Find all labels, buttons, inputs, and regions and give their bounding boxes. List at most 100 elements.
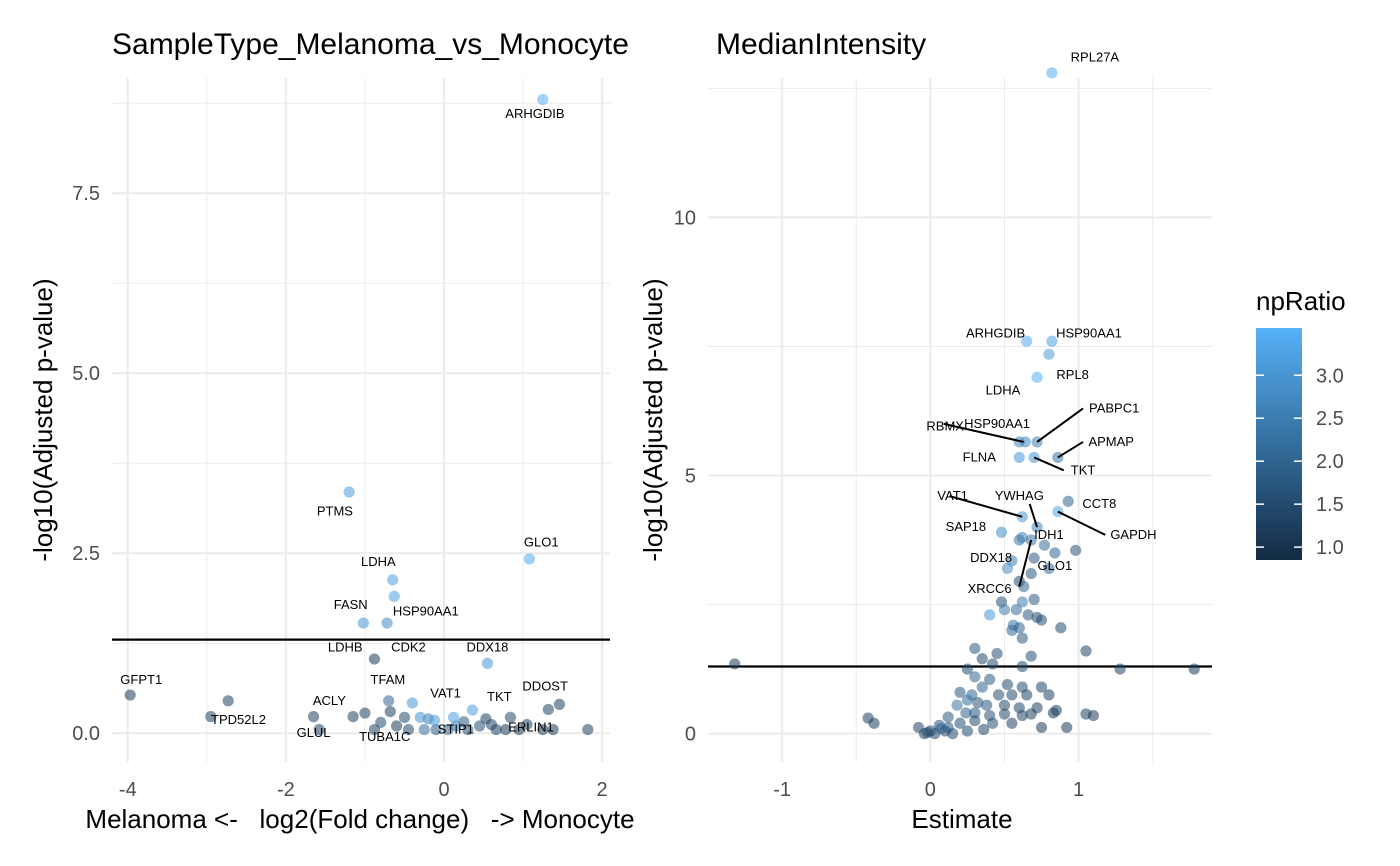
data-point [1070,544,1082,556]
gene-label: PTMS [317,503,353,518]
gene-label: FLNA [963,449,997,464]
data-point [481,657,494,669]
gene-label: ARHGDIB [505,106,564,121]
data-point [447,711,460,723]
gene-label: RPL8 [1056,367,1089,382]
data-point [359,707,371,719]
data-point [485,718,498,731]
data-point [992,689,1005,701]
data-point [987,717,999,729]
data-point [1006,624,1018,636]
data-point [428,714,441,726]
right-panel-title: MedianIntensity [716,28,926,61]
data-point [976,681,988,693]
data-point [500,724,512,736]
data-point [1016,709,1028,722]
gene-label: STIP1 [438,722,474,737]
data-point [375,716,387,729]
gene-label: TPD52L2 [211,712,266,727]
label-callout-line [1057,510,1106,536]
gene-label: ERLIN1 [508,719,554,734]
gene-label: TUBA1C [359,729,410,744]
x-tick-label: -2 [277,779,295,801]
gene-label: YWHAG [995,488,1044,503]
data-point [1025,708,1037,720]
data-point [1038,539,1051,551]
data-point [951,699,963,711]
data-point [368,653,381,665]
gene-label: APMAP [1088,434,1134,449]
data-point [347,711,359,723]
data-point [414,711,426,723]
data-point [1001,562,1014,575]
data-point [954,717,966,729]
y-tick-label: 2.5 [72,543,100,565]
y-tick-label: 7.5 [72,183,100,205]
label-callout-line [949,495,1023,518]
data-point [946,728,959,740]
y-tick-label: 5.0 [72,363,100,385]
data-point [1114,663,1126,675]
gene-label: VAT1 [937,488,968,503]
data-point [1006,689,1018,701]
gene-label: SAP18 [946,519,986,534]
data-point [442,724,454,736]
data-point [390,720,403,732]
gene-label: DDX18 [467,640,509,655]
data-point [430,724,442,736]
data-point [381,617,393,629]
data-point [523,553,535,565]
data-point [1061,721,1073,734]
y-tick-label: 5 [685,465,696,487]
data-point [307,711,320,723]
label-callout-line [943,422,1024,443]
legend-tick-label: 3.0 [1316,365,1344,387]
gene-label: HSP90AA1 [393,604,459,619]
data-point [969,715,981,727]
gene-label: DDOST [522,678,568,693]
y-tick-label: 0 [685,724,696,746]
data-point [1046,67,1058,79]
data-point [1010,604,1022,616]
data-point [1046,335,1058,347]
data-point [1055,622,1067,634]
data-point [368,724,381,736]
data-point [1022,609,1034,621]
gene-label: GLUL [297,725,331,740]
data-point [504,711,516,723]
gene-label: DDX18 [970,550,1012,565]
data-point [124,689,136,701]
data-point [1013,451,1025,464]
data-point [1035,721,1048,734]
x-tick-label: 0 [925,779,936,801]
gene-label: VAT1 [430,686,461,701]
gene-label: FASN [334,597,368,612]
data-point [1001,678,1014,691]
data-point [1013,534,1025,546]
gene-label: RPL27A [1071,49,1120,64]
left-grid [112,78,610,762]
data-point [1025,567,1037,580]
right-x-tick-labels: -1 0 1 [773,779,1084,801]
data-point [537,724,549,736]
data-point [1087,709,1100,722]
data-point [978,723,990,736]
y-tick-label: 10 [674,207,696,229]
data-point [383,695,395,707]
gene-label: TKT [487,689,512,704]
data-point [582,724,594,736]
left-points [124,94,594,736]
legend-tick-label: 1.5 [1316,494,1344,516]
y-tick-label: 0.0 [72,723,100,745]
data-point [1006,717,1018,729]
data-point [547,724,559,736]
data-point [1016,511,1028,523]
data-point [984,609,996,621]
gene-label: ACLY [313,693,346,708]
gene-label: LDHA [361,554,396,569]
data-point [1021,335,1033,347]
data-point [1028,552,1040,564]
data-point [222,695,234,707]
gene-label: GFPT1 [120,672,162,687]
